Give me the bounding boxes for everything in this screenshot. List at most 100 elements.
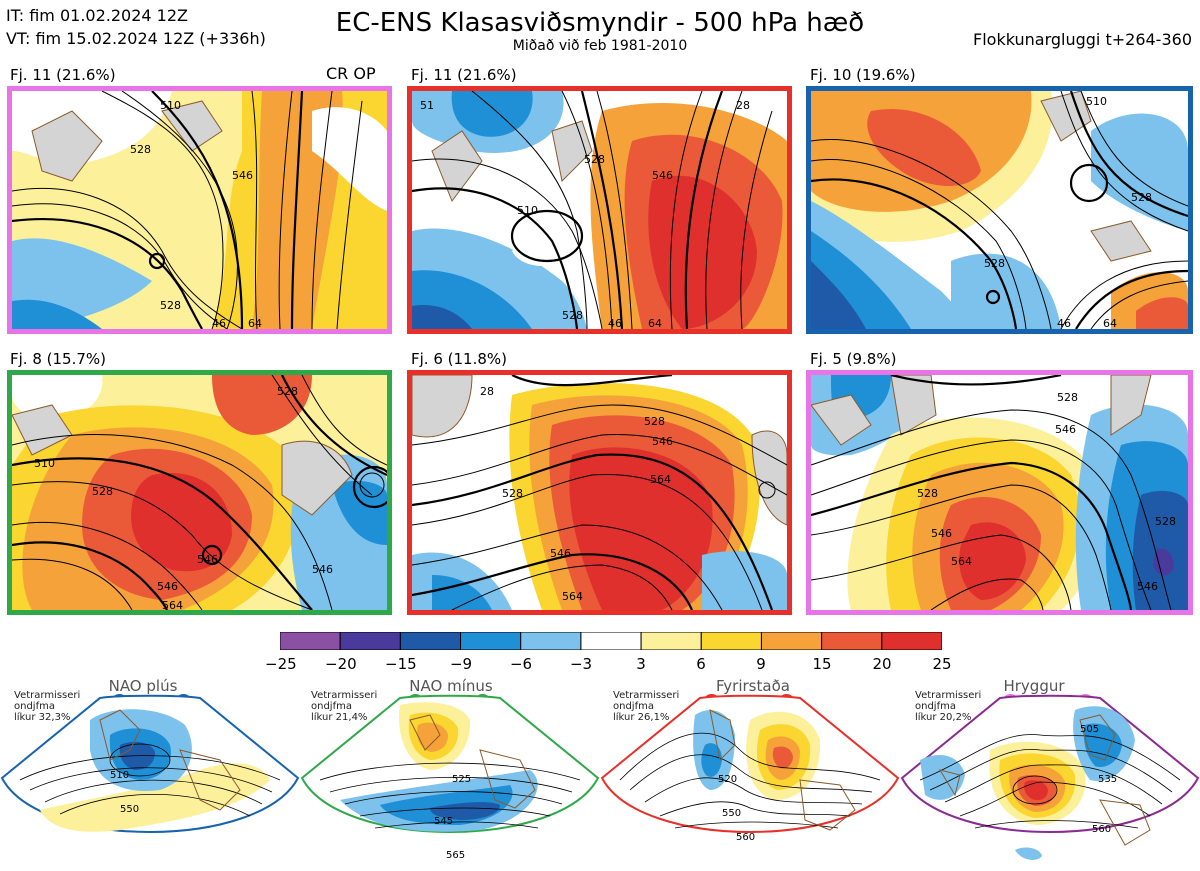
anomaly-field-1: 510 528 546 528 46 64 bbox=[12, 91, 387, 329]
panel-label-6: Fj. 5 (9.8%) bbox=[810, 350, 897, 368]
contour-label: 46 bbox=[608, 317, 622, 329]
colorbar-tick: −9 bbox=[449, 655, 473, 673]
anomaly-field-3: 510 528 528 46 64 bbox=[811, 91, 1188, 329]
contour-label: 546 bbox=[550, 547, 571, 560]
contour-label: 64 bbox=[1103, 317, 1117, 329]
regime-contour-label: 550 bbox=[722, 808, 741, 819]
regime-map-ridge[interactable]: 505 535 560 bbox=[900, 690, 1200, 871]
panel-label-4: Fj. 8 (15.7%) bbox=[10, 350, 106, 368]
regime-contour-label: 565 bbox=[446, 850, 465, 861]
contour-label: 564 bbox=[650, 473, 671, 486]
cluster-map-2[interactable]: 51 528 546 510 528 46 64 28 bbox=[407, 86, 792, 334]
contour-label: 528 bbox=[984, 257, 1005, 270]
contour-label: 51 bbox=[420, 99, 434, 112]
contour-label: 546 bbox=[1137, 580, 1158, 593]
cluster-map-4[interactable]: 510 528 546 528 546 564 546 bbox=[7, 370, 392, 615]
colorbar-tick: 3 bbox=[636, 655, 646, 673]
regime-stat-blocking: Vetrarmisseri ondjfma líkur 26,1% bbox=[613, 690, 680, 723]
cluster-map-1[interactable]: 510 528 546 528 46 64 bbox=[7, 86, 392, 334]
valid-time: VT: fim 15.02.2024 12Z (+336h) bbox=[6, 29, 266, 48]
contour-label: 564 bbox=[162, 599, 183, 610]
regime-map-blocking[interactable]: 520 550 560 bbox=[600, 690, 900, 871]
colorbar-swatch bbox=[821, 631, 883, 651]
regime-stat-nao-plus: Vetrarmisseri ondjfma líkur 32,3% bbox=[14, 690, 81, 723]
contour-label: 528 bbox=[1155, 515, 1176, 528]
regime-stat-nao-minus: Vetrarmisseri ondjfma líkur 21,4% bbox=[311, 690, 378, 723]
contour-label: 510 bbox=[517, 204, 538, 217]
panel-label-5: Fj. 6 (11.8%) bbox=[411, 350, 507, 368]
colorbar bbox=[279, 631, 943, 651]
colorbar-swatch bbox=[580, 631, 642, 651]
contour-label: 528 bbox=[277, 385, 298, 398]
crop-label: CR OP bbox=[326, 64, 376, 83]
cluster-map-5[interactable]: 528 546 564 528 546 564 28 bbox=[407, 370, 792, 615]
contour-label: 546 bbox=[197, 553, 218, 566]
header-times: IT: fim 01.02.2024 12Z VT: fim 15.02.202… bbox=[6, 4, 266, 50]
contour-label: 546 bbox=[652, 435, 673, 448]
colorbar-swatch bbox=[760, 631, 823, 651]
colorbar-swatch bbox=[399, 631, 462, 651]
regime-stat-ridge: Vetrarmisseri ondjfma líkur 20,2% bbox=[915, 690, 982, 723]
contour-label: 510 bbox=[34, 457, 55, 470]
page-subtitle: Miðað við feb 1981-2010 bbox=[512, 38, 688, 54]
regime-contour-label: 545 bbox=[434, 816, 453, 827]
contour-label: 546 bbox=[931, 527, 952, 540]
regime-contour-label: 560 bbox=[736, 832, 755, 843]
contour-label: 546 bbox=[1055, 423, 1076, 436]
contour-label: 546 bbox=[312, 563, 333, 576]
colorbar-tick: −3 bbox=[569, 655, 593, 673]
colorbar-swatch bbox=[700, 631, 762, 651]
contour-label: 510 bbox=[1086, 95, 1107, 108]
colorbar-tick: −20 bbox=[325, 655, 357, 673]
panel-label-3: Fj. 10 (19.6%) bbox=[810, 66, 916, 84]
colorbar-tick: 9 bbox=[756, 655, 766, 673]
colorbar-swatch bbox=[339, 631, 401, 651]
cluster-map-6[interactable]: 528 546 528 546 564 546 528 bbox=[806, 370, 1193, 615]
cluster-map-3[interactable]: 510 528 528 46 64 bbox=[806, 86, 1193, 334]
contour-label: 528 bbox=[562, 309, 583, 322]
contour-label: 564 bbox=[562, 590, 583, 603]
contour-label: 528 bbox=[917, 487, 938, 500]
colorbar-tick: 6 bbox=[696, 655, 706, 673]
colorbar-swatch bbox=[279, 631, 341, 651]
classification-window: Flokkunargluggi t+264-360 bbox=[973, 30, 1192, 49]
anomaly-field-2: 51 528 546 510 528 46 64 28 bbox=[412, 91, 787, 329]
contour-label: 46 bbox=[212, 317, 226, 329]
contour-label: 28 bbox=[736, 99, 750, 112]
contour-label: 28 bbox=[480, 385, 494, 398]
contour-label: 546 bbox=[232, 169, 253, 182]
regime-title-blocking: Fyrirstaða bbox=[716, 677, 790, 695]
regime-title-ridge: Hryggur bbox=[1003, 677, 1065, 695]
panel-label-1: Fj. 11 (21.6%) bbox=[10, 66, 116, 84]
anomaly-field-4: 510 528 546 528 546 564 546 bbox=[12, 375, 387, 610]
contour-label: 528 bbox=[644, 415, 665, 428]
anomaly-field-5: 528 546 564 528 546 564 28 bbox=[412, 375, 787, 610]
contour-label: 528 bbox=[92, 485, 113, 498]
contour-label: 546 bbox=[157, 580, 178, 593]
regime-map-nao-minus[interactable]: 525 545 565 bbox=[300, 690, 600, 871]
regime-contour-label: 525 bbox=[452, 774, 471, 785]
colorbar-swatch bbox=[881, 631, 943, 651]
regime-title-nao-plus: NAO plús bbox=[108, 677, 178, 695]
contour-label: 564 bbox=[951, 555, 972, 568]
regime-map-nao-plus[interactable]: 510 550 bbox=[0, 690, 300, 871]
colorbar-tick: −15 bbox=[385, 655, 417, 673]
contour-label: 528 bbox=[1057, 391, 1078, 404]
contour-label: 510 bbox=[160, 99, 181, 112]
anomaly-field-6: 528 546 528 546 564 546 528 bbox=[811, 375, 1188, 610]
colorbar-swatch bbox=[520, 631, 582, 651]
regime-contour-label: 560 bbox=[1092, 824, 1111, 835]
regime-contour-label: 520 bbox=[718, 774, 737, 785]
page-title: EC-ENS Klasasviðsmyndir - 500 hPa hæð bbox=[335, 8, 865, 38]
init-time: IT: fim 01.02.2024 12Z bbox=[6, 6, 188, 25]
regime-contour-label: 510 bbox=[110, 770, 129, 781]
contour-label: 546 bbox=[652, 169, 673, 182]
colorbar-swatch bbox=[640, 631, 702, 651]
colorbar-tick: 15 bbox=[812, 655, 832, 673]
contour-label: 528 bbox=[1131, 191, 1152, 204]
contour-label: 64 bbox=[648, 317, 662, 329]
contour-label: 528 bbox=[130, 143, 151, 156]
colorbar-swatch bbox=[460, 631, 522, 651]
contour-label: 528 bbox=[502, 487, 523, 500]
panel-label-2: Fj. 11 (21.6%) bbox=[411, 66, 517, 84]
